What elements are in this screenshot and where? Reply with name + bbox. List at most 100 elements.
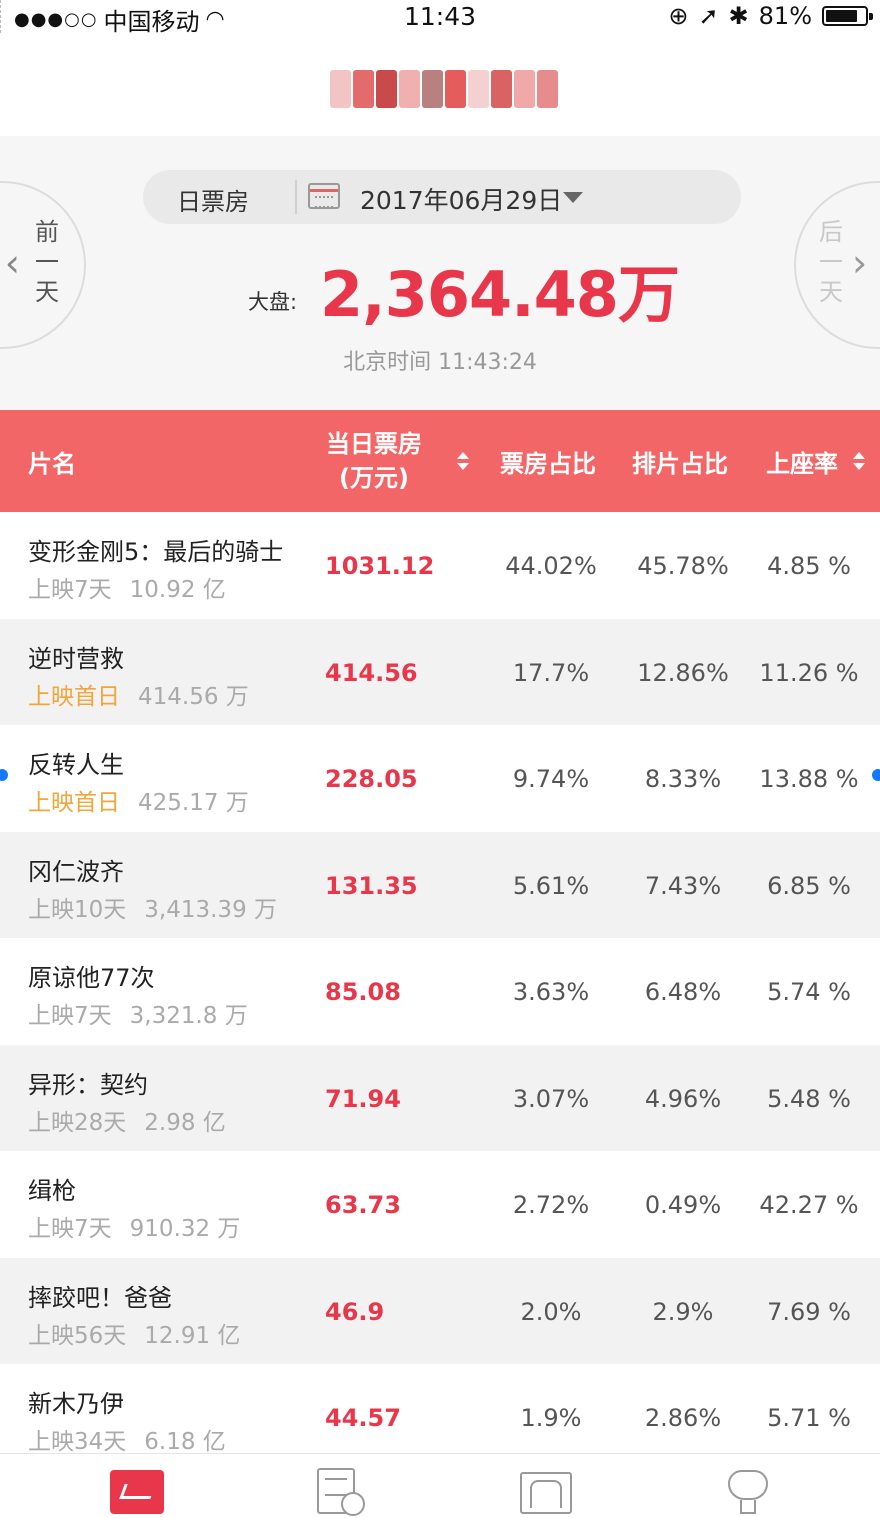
location-icon: ➚ (698, 2, 719, 30)
daily-box: 46.9 (325, 1297, 385, 1326)
app-header (0, 34, 880, 136)
total-label: 大盘: (248, 290, 298, 314)
show-share: 8.33% (644, 765, 722, 793)
film-title: 新木乃伊 (28, 1390, 124, 1418)
trophy-base-icon (740, 1500, 756, 1514)
table-row[interactable]: 缉枪 上映7天 910.32 万 63.73 2.72% 0.49% 42.27 … (0, 1151, 880, 1258)
occupancy: 11.26 % (759, 658, 859, 687)
daily-box: 85.08 (325, 978, 401, 1006)
occupancy: 4.85 % (767, 552, 851, 580)
table-row[interactable]: 反转人生 上映首日 425.17 万 228.05 9.74% 8.33% 13.… (0, 725, 880, 832)
show-share: 2.9% (652, 1297, 714, 1326)
table-row[interactable]: 冈仁波齐 上映10天 3,413.39 万 131.35 5.61% 7.43% … (0, 831, 880, 938)
table-row[interactable]: 新木乃伊 上映34天 6.18 亿 44.57 1.9% 2.86% 5.71 % (0, 1364, 880, 1471)
film-meta: 上映首日 425.17 万 (28, 783, 249, 817)
header-daily-box[interactable]: 当日票房 (万元) (326, 410, 422, 512)
table-row[interactable]: 逆时营救 上映首日 414.56 万 414.56 17.7% 12.86% 11… (0, 618, 880, 725)
daily-box: 44.57 (325, 1404, 401, 1432)
selection-handle-right[interactable] (872, 769, 880, 781)
daily-box: 63.73 (325, 1191, 401, 1219)
release-days: 上映首日 (28, 683, 120, 710)
header-show-share[interactable]: 排片占比 (632, 449, 728, 478)
pill-divider (295, 180, 297, 214)
bluetooth-icon: ✱ (728, 2, 749, 30)
film-meta: 上映28天 2.98 亿 (28, 1103, 226, 1137)
film-title: 摔跤吧！爸爸 (28, 1283, 172, 1312)
table-row[interactable]: 异形：契约 上映28天 2.98 亿 71.94 3.07% 4.96% 5.48… (0, 1044, 880, 1151)
battery-percent: 81% (758, 2, 812, 30)
film-meta: 上映7天 10.92 亿 (28, 570, 226, 604)
box-share: 9.74% (512, 765, 590, 793)
release-days: 上映7天 (28, 1216, 112, 1242)
daily-box: 71.94 (325, 1084, 401, 1113)
clock-icon (341, 1492, 365, 1516)
table-row[interactable]: 变形金刚5：最后的骑士 上映7天 10.92 亿 1031.12 44.02% 4… (0, 512, 880, 619)
header-box-share[interactable]: 票房占比 (500, 449, 596, 478)
release-days: 上映56天 (28, 1322, 127, 1349)
film-title: 逆时营救 (28, 644, 124, 673)
prev-day-label: 前一天 (35, 218, 59, 306)
film-meta: 上映56天 12.91 亿 (28, 1316, 240, 1350)
box-type-label[interactable]: 日票房 (177, 188, 249, 216)
header-daily-box-line2: (万元) (339, 464, 409, 492)
film-meta: 上映首日 414.56 万 (28, 677, 249, 711)
box-share: 44.02% (505, 552, 597, 580)
box-share: 5.61% (512, 871, 590, 900)
tab-box-office[interactable] (106, 1462, 166, 1514)
prev-day-button[interactable]: 前一天 ‹ (0, 181, 86, 349)
show-share: 2.86% (644, 1404, 722, 1432)
daily-box: 414.56 (325, 658, 418, 687)
tab-cinema[interactable] (518, 1462, 578, 1514)
sort-icon[interactable] (456, 452, 470, 472)
table-row[interactable]: 原谅他77次 上映7天 3,321.8 万 85.08 3.63% 6.48% 5… (0, 938, 880, 1045)
film-title: 反转人生 (28, 751, 124, 779)
caret-down-icon[interactable] (563, 192, 583, 203)
box-share: 3.63% (512, 978, 590, 1006)
header-occupancy[interactable]: 上座率 (766, 449, 838, 478)
sort-icon[interactable] (852, 452, 866, 472)
cumulative-box: 12.91 亿 (144, 1322, 241, 1349)
show-share: 0.49% (644, 1191, 722, 1219)
battery-nub (869, 13, 873, 20)
selection-handle-left[interactable] (0, 769, 8, 781)
cumulative-box: 10.92 亿 (129, 577, 226, 603)
table-row[interactable]: 摔跤吧！爸爸 上映56天 12.91 亿 46.9 2.0% 2.9% 7.69 … (0, 1257, 880, 1364)
selected-date[interactable]: 2017年06月29日 (360, 186, 563, 215)
status-left: ●●●○○ 中国移动 ◠ (14, 2, 225, 37)
summary-panel: 前一天 ‹ 日票房 2017年06月29日 大盘: 2,364.48万 北京时间… (0, 136, 880, 410)
release-days: 上映10天 (28, 896, 127, 923)
occupancy: 6.85 % (767, 871, 851, 900)
table-header: 片名 当日票房 (万元) 票房占比 排片占比 上座率 (0, 410, 880, 512)
battery-icon (822, 6, 873, 26)
show-share: 6.48% (644, 978, 722, 1006)
release-days: 上映34天 (28, 1429, 127, 1455)
box-share: 3.07% (512, 1084, 590, 1113)
film-title: 缉枪 (28, 1177, 76, 1205)
next-day-button[interactable]: 后一天 › (794, 181, 880, 349)
release-days: 上映首日 (28, 790, 120, 816)
tab-schedule[interactable] (313, 1462, 373, 1516)
calendar-icon (308, 183, 340, 209)
schedule-icon (317, 1468, 355, 1514)
box-share: 2.72% (512, 1191, 590, 1219)
daily-box: 1031.12 (325, 552, 435, 580)
release-days: 上映7天 (28, 577, 112, 603)
film-title: 原谅他77次 (28, 964, 155, 992)
daily-box: 131.35 (325, 871, 418, 900)
pixelated-app-title (330, 70, 558, 108)
header-daily-box-line1: 当日票房 (326, 430, 422, 458)
cumulative-box: 425.17 万 (138, 790, 249, 816)
film-meta: 上映7天 910.32 万 (28, 1209, 240, 1243)
date-selector[interactable]: 日票房 2017年06月29日 (143, 170, 741, 224)
show-share: 12.86% (637, 658, 729, 687)
wifi-icon: ◠ (205, 7, 225, 32)
tab-ranking[interactable] (722, 1462, 782, 1514)
box-share: 17.7% (512, 658, 590, 687)
occupancy: 42.27 % (759, 1191, 859, 1219)
film-meta: 上映34天 6.18 亿 (28, 1422, 226, 1456)
film-title: 冈仁波齐 (28, 857, 124, 886)
total-box-office: 2,364.48万 (320, 258, 680, 331)
carrier-name: 中国移动 (103, 8, 200, 36)
cumulative-box: 6.18 亿 (144, 1429, 226, 1455)
show-share: 7.43% (644, 871, 722, 900)
